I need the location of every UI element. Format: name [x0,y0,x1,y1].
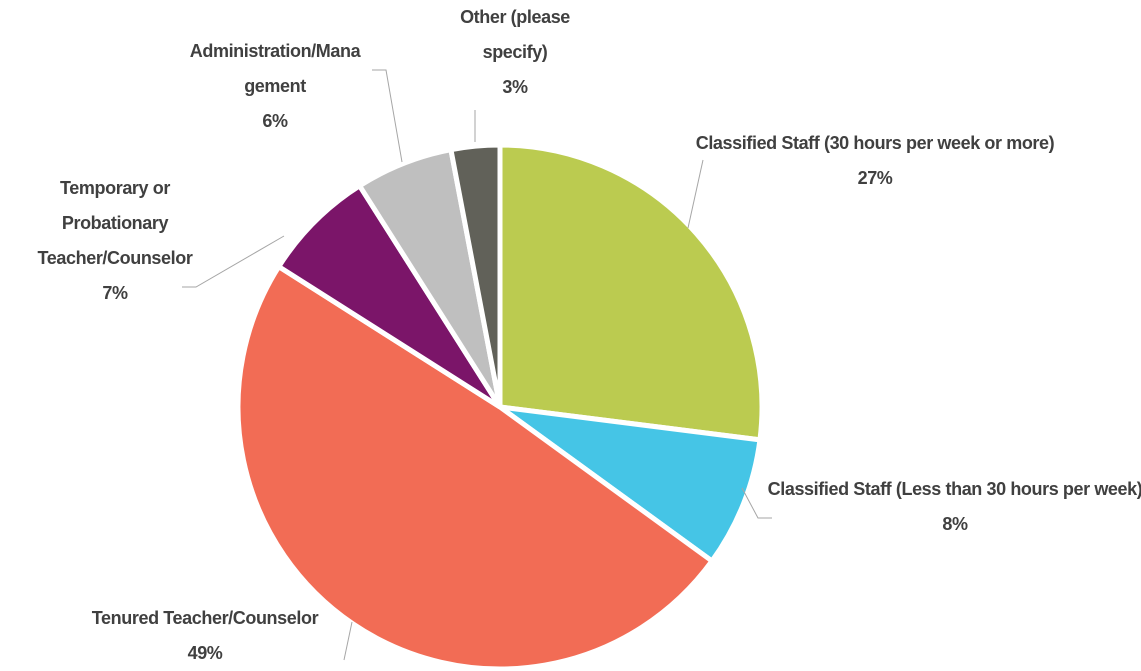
category-label: Administration/Management [189,41,361,96]
slice-label: Other (please specify) 3% [440,0,590,105]
slice-label: Classified Staff (Less than 30 hours per… [765,472,1141,542]
category-label: Classified Staff (30 hours per week or m… [695,133,1055,153]
value-label: 3% [502,77,528,97]
slice-label: Temporary or Probationary Teacher/Counse… [25,171,205,311]
value-label: 49% [187,643,223,663]
pie-slice [498,404,763,565]
leader-line [372,69,403,163]
category-label: Other (please specify) [460,7,570,62]
value-label: 8% [942,514,968,534]
value-label: 6% [262,111,288,131]
category-label: Tenured Teacher/Counselor [91,608,319,628]
slice-label: Classified Staff (30 hours per week or m… [695,126,1055,196]
pie-slice [447,142,503,408]
value-label: 7% [102,283,128,303]
category-label: Temporary or Probationary Teacher/Counse… [37,178,193,268]
value-label: 27% [857,168,893,188]
leader-line [741,487,772,519]
leader-line [182,235,285,288]
pie-slice [497,142,765,443]
leader-line [343,621,353,661]
leader-line [687,159,704,229]
slice-label: Tenured Teacher/Counselor 49% [45,601,365,671]
pie-slice [235,263,716,671]
slice-label: Administration/Management 6% [186,34,364,139]
category-label: Classified Staff (Less than 30 hours per… [767,479,1141,499]
